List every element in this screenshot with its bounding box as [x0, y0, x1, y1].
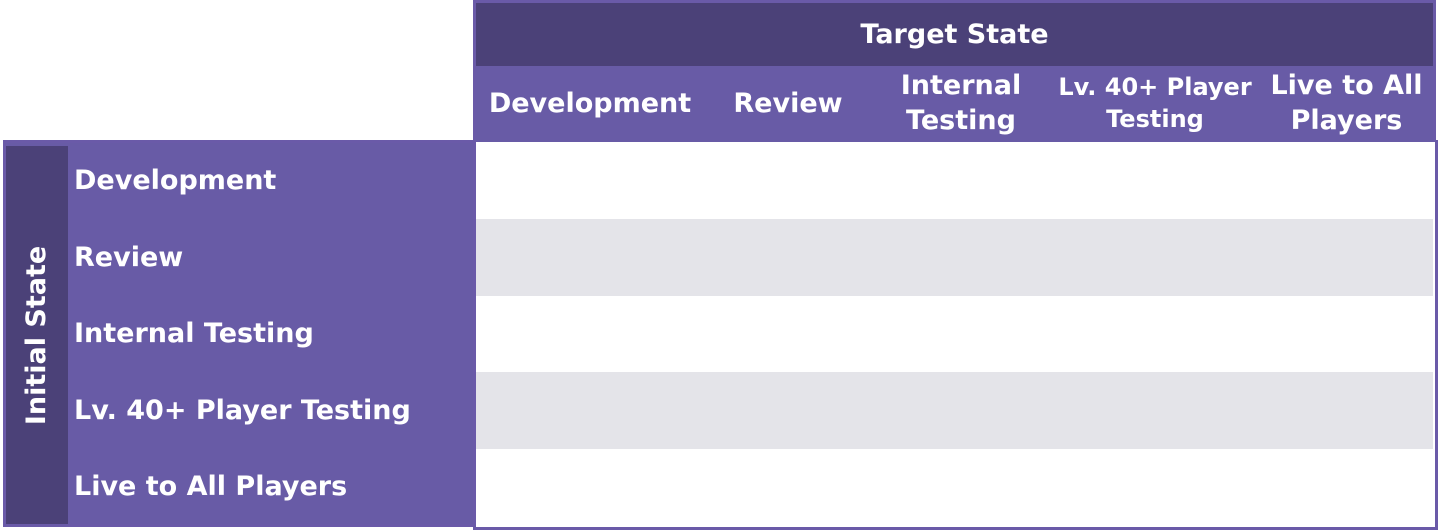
column-header-live-to-all-players: Live to All Players — [1270, 70, 1423, 136]
row-header-lv40-player-testing: Lv. 40+ Player Testing — [74, 394, 411, 426]
target-column-headers: Development Review Internal Testing Lv. … — [476, 66, 1433, 142]
initial-state-block — [3, 140, 476, 527]
row-header-internal-testing: Internal Testing — [74, 317, 314, 349]
initial-state-strip — [6, 146, 68, 524]
transition-matrix — [476, 142, 1433, 524]
column-header-internal-testing: Internal Testing — [900, 70, 1022, 136]
matrix-row-internal-testing — [476, 295, 1433, 372]
row-header-live-to-all-players: Live to All Players — [74, 470, 348, 502]
row-header-development: Development — [74, 164, 277, 196]
row-header-review: Review — [74, 241, 184, 273]
matrix-row-development — [476, 142, 1433, 219]
initial-state-title: Initial State — [21, 245, 53, 425]
matrix-row-review — [476, 219, 1433, 296]
column-header-lv40-player-testing: Lv. 40+ Player Testing — [1058, 73, 1252, 133]
matrix-row-lv40-player-testing — [476, 372, 1433, 449]
column-header-review: Review — [733, 87, 843, 119]
matrix-row-live-to-all-players — [476, 448, 1433, 525]
target-state-title: Target State — [476, 3, 1433, 66]
column-header-development: Development — [488, 87, 692, 119]
